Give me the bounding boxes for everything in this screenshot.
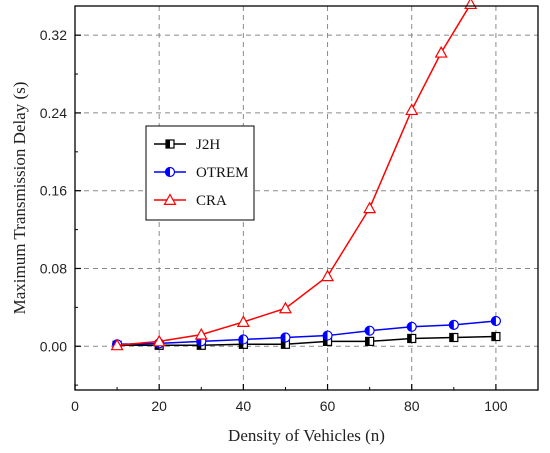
data-point-fill — [491, 332, 496, 341]
x-tick-label: 0 — [71, 398, 79, 414]
y-tick-label: 0.16 — [40, 183, 67, 199]
legend-marker-fill — [166, 140, 170, 148]
plot-frame — [74, 5, 539, 391]
legend-marker — [163, 193, 177, 205]
data-point-fill — [449, 333, 454, 342]
legend-label: CRA — [196, 193, 227, 209]
series-line — [117, 320, 496, 346]
series-otrem — [111, 315, 502, 350]
legend-items: J2H OTREM CRA — [154, 137, 249, 209]
legend: J2H OTREM CRA — [145, 125, 255, 221]
data-point-fill — [281, 340, 286, 349]
data-point-fill — [491, 316, 496, 326]
data-point — [194, 327, 208, 340]
legend-item-j2h: J2H — [154, 137, 220, 153]
x-tick-label: 80 — [404, 398, 420, 414]
y-tick-label: 0.08 — [40, 260, 67, 276]
legend-label: J2H — [196, 137, 220, 153]
data-point — [464, 0, 478, 10]
y-axis-title: Maximum Transmission Delay (s) — [10, 82, 29, 315]
grid — [75, 6, 538, 390]
x-axis-title: Density of Vehicles (n) — [228, 426, 385, 445]
y-tick-label: 0.00 — [40, 338, 67, 354]
data-point — [278, 301, 292, 314]
x-tick-label: 60 — [320, 398, 336, 414]
legend-label: OTREM — [196, 165, 249, 181]
data-point — [152, 334, 166, 347]
data-point-fill — [323, 331, 328, 341]
data-point-fill — [280, 333, 286, 343]
legend-item-otrem: OTREM — [154, 165, 249, 181]
data-point — [110, 338, 124, 351]
series-layer — [110, 0, 502, 351]
data-point — [236, 315, 250, 327]
data-point-fill — [239, 340, 244, 349]
x-tick-label: 20 — [151, 398, 167, 414]
data-point — [321, 269, 335, 282]
data-point-fill — [407, 334, 412, 343]
data-point-fill — [323, 337, 328, 346]
series-j2h — [112, 331, 501, 350]
series-line — [117, 335, 496, 347]
legend-item-cra: CRA — [154, 193, 227, 209]
x-tick-label: 40 — [236, 398, 252, 414]
tick-layer: 0 20 40 60 80 100 0.00 0.08 0.16 0.24 0.32 — [40, 27, 508, 414]
data-point — [434, 45, 448, 58]
data-point-fill — [365, 337, 370, 346]
data-point-fill — [449, 320, 454, 330]
legend-box — [145, 125, 255, 221]
data-point-fill — [238, 334, 244, 344]
series-line — [117, 3, 472, 347]
data-point-fill — [407, 322, 412, 332]
y-tick-label: 0.32 — [40, 27, 67, 43]
legend-marker-fill — [165, 167, 170, 177]
x-tick-label: 100 — [484, 398, 508, 414]
y-tick-label: 0.24 — [40, 105, 67, 121]
data-point-fill — [365, 326, 370, 336]
data-point — [363, 201, 377, 214]
data-point — [405, 103, 419, 116]
